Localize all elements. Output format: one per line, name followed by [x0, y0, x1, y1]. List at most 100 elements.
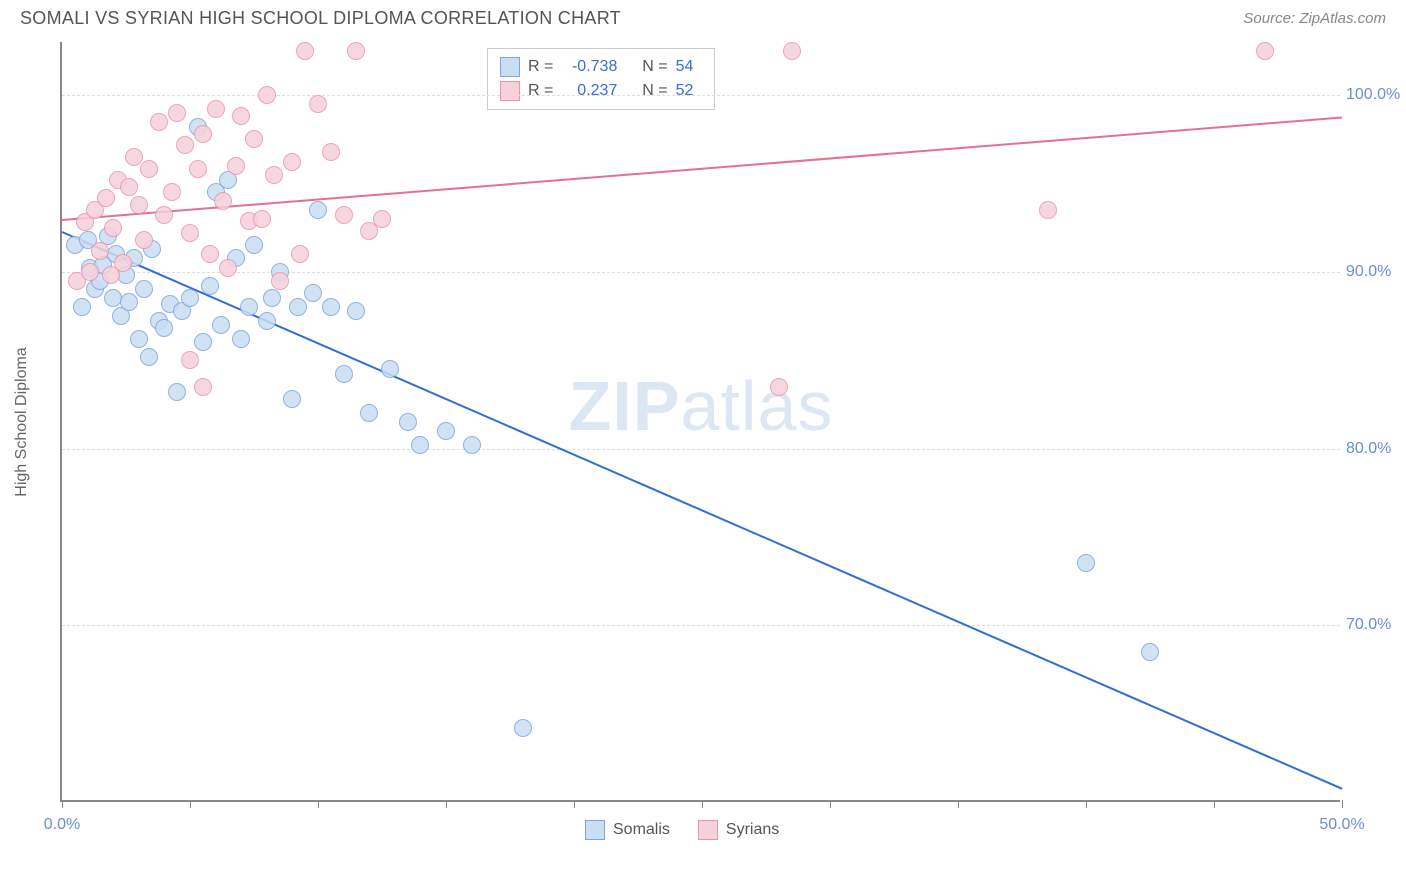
- data-point: [125, 148, 143, 166]
- scatter-chart: High School Diploma ZIPatlas R =-0.738 N…: [60, 42, 1340, 802]
- stats-row: R = 0.237 N = 52: [500, 79, 702, 103]
- chart-source: Source: ZipAtlas.com: [1243, 10, 1386, 27]
- data-point: [181, 289, 199, 307]
- legend-swatch: [500, 81, 520, 101]
- data-point: [291, 245, 309, 263]
- n-value: 52: [676, 79, 702, 103]
- x-tick: [702, 800, 703, 808]
- data-point: [140, 160, 158, 178]
- x-tick-label: 0.0%: [44, 816, 80, 834]
- data-point: [296, 42, 314, 60]
- x-tick: [1086, 800, 1087, 808]
- data-point: [258, 86, 276, 104]
- series-legend: Somalis Syrians: [585, 820, 779, 840]
- n-value: 54: [676, 55, 702, 79]
- r-label: R =: [528, 55, 553, 79]
- data-point: [73, 298, 91, 316]
- data-point: [227, 157, 245, 175]
- gridline: [62, 625, 1340, 626]
- data-point: [214, 192, 232, 210]
- r-value: -0.738: [561, 55, 617, 79]
- data-point: [150, 113, 168, 131]
- data-point: [194, 333, 212, 351]
- data-point: [130, 196, 148, 214]
- legend-swatch: [585, 820, 605, 840]
- data-point: [783, 42, 801, 60]
- gridline: [62, 272, 1340, 273]
- data-point: [381, 360, 399, 378]
- data-point: [168, 383, 186, 401]
- data-point: [201, 277, 219, 295]
- x-tick-label: 50.0%: [1319, 816, 1364, 834]
- data-point: [283, 153, 301, 171]
- data-point: [347, 302, 365, 320]
- x-tick: [958, 800, 959, 808]
- data-point: [163, 183, 181, 201]
- data-point: [463, 436, 481, 454]
- data-point: [114, 254, 132, 272]
- data-point: [1141, 643, 1159, 661]
- regression-line: [62, 231, 1343, 790]
- data-point: [271, 272, 289, 290]
- r-label: R =: [528, 79, 553, 103]
- data-point: [120, 178, 138, 196]
- data-point: [219, 259, 237, 277]
- data-point: [1077, 554, 1095, 572]
- data-point: [176, 136, 194, 154]
- data-point: [265, 166, 283, 184]
- legend-swatch: [500, 57, 520, 77]
- data-point: [91, 242, 109, 260]
- legend-swatch: [698, 820, 718, 840]
- data-point: [335, 365, 353, 383]
- data-point: [309, 95, 327, 113]
- legend-item: Somalis: [585, 820, 670, 840]
- gridline: [62, 95, 1340, 96]
- x-tick: [446, 800, 447, 808]
- data-point: [399, 413, 417, 431]
- data-point: [155, 319, 173, 337]
- data-point: [245, 130, 263, 148]
- data-point: [1039, 201, 1057, 219]
- data-point: [232, 330, 250, 348]
- data-point: [437, 422, 455, 440]
- data-point: [140, 348, 158, 366]
- y-tick-label: 70.0%: [1346, 616, 1406, 634]
- x-tick: [62, 800, 63, 808]
- data-point: [347, 42, 365, 60]
- data-point: [81, 263, 99, 281]
- r-value: 0.237: [561, 79, 617, 103]
- x-tick: [190, 800, 191, 808]
- chart-title: SOMALI VS SYRIAN HIGH SCHOOL DIPLOMA COR…: [20, 8, 621, 29]
- data-point: [232, 107, 250, 125]
- data-point: [168, 104, 186, 122]
- gridline: [62, 449, 1340, 450]
- y-tick-label: 100.0%: [1346, 86, 1406, 104]
- data-point: [283, 390, 301, 408]
- data-point: [135, 280, 153, 298]
- legend-label: Syrians: [726, 821, 779, 839]
- stats-row: R =-0.738 N =54: [500, 55, 702, 79]
- data-point: [253, 210, 271, 228]
- data-point: [322, 143, 340, 161]
- chart-header: SOMALI VS SYRIAN HIGH SCHOOL DIPLOMA COR…: [0, 0, 1406, 33]
- data-point: [194, 125, 212, 143]
- data-point: [201, 245, 219, 263]
- data-point: [189, 160, 207, 178]
- x-tick: [1214, 800, 1215, 808]
- data-point: [207, 100, 225, 118]
- data-point: [135, 231, 153, 249]
- data-point: [120, 293, 138, 311]
- y-tick-label: 90.0%: [1346, 263, 1406, 281]
- data-point: [263, 289, 281, 307]
- x-tick: [574, 800, 575, 808]
- n-label: N =: [642, 79, 667, 103]
- data-point: [130, 330, 148, 348]
- data-point: [258, 312, 276, 330]
- data-point: [373, 210, 391, 228]
- y-tick-label: 80.0%: [1346, 440, 1406, 458]
- data-point: [322, 298, 340, 316]
- watermark: ZIPatlas: [569, 366, 834, 446]
- data-point: [411, 436, 429, 454]
- data-point: [304, 284, 322, 302]
- data-point: [1256, 42, 1274, 60]
